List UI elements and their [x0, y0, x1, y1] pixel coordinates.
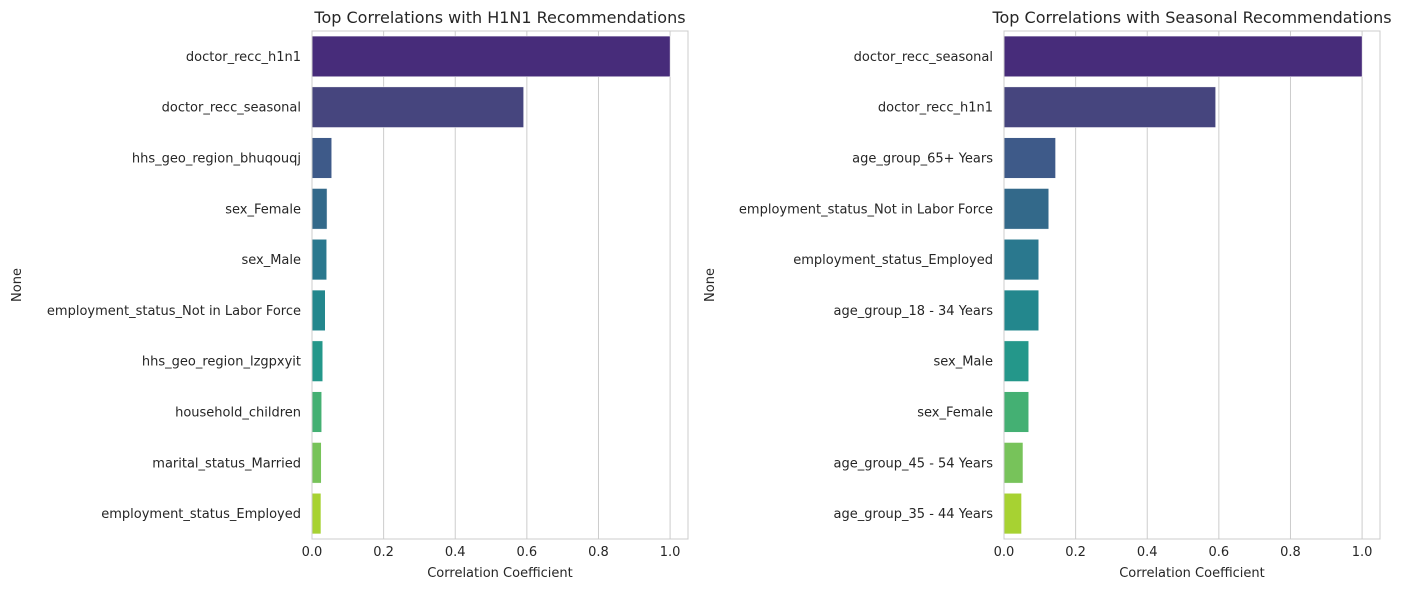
x-tick-label: 0.8	[588, 545, 609, 560]
category-label: employment_status_Employed	[793, 253, 993, 268]
x-tick-label: 0.0	[994, 545, 1015, 560]
bar	[311, 442, 322, 484]
category-label: sex_Female	[225, 202, 301, 217]
x-axis-label: Correlation Coefficient	[1119, 566, 1265, 581]
category-label: employment_status_Employed	[101, 507, 301, 522]
chart-title: Top Correlations with Seasonal Recommend…	[991, 8, 1391, 27]
category-label: hhs_geo_region_bhuqouqj	[132, 152, 301, 167]
bar	[1003, 493, 1022, 535]
bar	[311, 188, 328, 230]
category-label: sex_Male	[241, 253, 301, 268]
category-label: marital_status_Married	[152, 456, 301, 471]
chart-panel-seasonal: Top Correlations with Seasonal Recommend…	[703, 8, 1392, 581]
x-tick-label: 0.2	[373, 545, 394, 560]
category-label: age_group_45 - 54 Years	[834, 456, 994, 471]
bar	[1003, 340, 1029, 382]
bar	[1003, 239, 1039, 281]
category-label: sex_Female	[917, 406, 993, 421]
category-label: doctor_recc_h1n1	[878, 101, 993, 116]
bar	[311, 137, 332, 179]
category-label: doctor_recc_seasonal	[162, 101, 301, 116]
category-label: doctor_recc_h1n1	[186, 50, 301, 65]
bar	[1003, 289, 1039, 331]
bar	[1003, 442, 1024, 484]
category-label: age_group_65+ Years	[852, 152, 993, 167]
category-label: doctor_recc_seasonal	[854, 50, 993, 65]
x-tick-label: 0.6	[1209, 545, 1230, 560]
x-tick-label: 1.0	[660, 545, 681, 560]
bar	[1003, 391, 1029, 433]
y-axis-label: None	[703, 268, 718, 302]
x-tick-label: 0.8	[1280, 545, 1301, 560]
chart-title: Top Correlations with H1N1 Recommendatio…	[313, 8, 685, 27]
bar	[311, 35, 671, 77]
bar	[311, 493, 322, 535]
bar	[1003, 86, 1216, 128]
bar	[1003, 188, 1050, 230]
bar	[1003, 35, 1363, 77]
x-tick-label: 0.2	[1065, 545, 1086, 560]
x-tick-label: 0.4	[1137, 545, 1158, 560]
x-tick-label: 0.6	[517, 545, 538, 560]
bar	[311, 239, 327, 281]
category-label: employment_status_Not in Labor Force	[739, 202, 993, 217]
category-label: sex_Male	[933, 355, 993, 370]
plot-frame	[311, 30, 689, 540]
bar	[311, 289, 326, 331]
y-axis-label: None	[10, 268, 25, 302]
category-label: employment_status_Not in Labor Force	[47, 304, 301, 319]
category-label: hhs_geo_region_lzgpxyit	[142, 355, 301, 370]
bar	[1003, 137, 1056, 179]
x-axis-label: Correlation Coefficient	[427, 566, 573, 581]
bar	[311, 340, 323, 382]
x-tick-label: 1.0	[1352, 545, 1373, 560]
category-label: age_group_35 - 44 Years	[834, 507, 994, 522]
x-tick-label: 0.4	[445, 545, 466, 560]
x-tick-label: 0.0	[302, 545, 323, 560]
chart-panel-h1n1: Top Correlations with H1N1 Recommendatio…	[10, 8, 689, 581]
bar	[311, 86, 524, 128]
plot-frame	[1003, 30, 1381, 540]
category-label: age_group_18 - 34 Years	[834, 304, 994, 319]
category-label: household_children	[175, 406, 301, 421]
bar	[311, 391, 322, 433]
